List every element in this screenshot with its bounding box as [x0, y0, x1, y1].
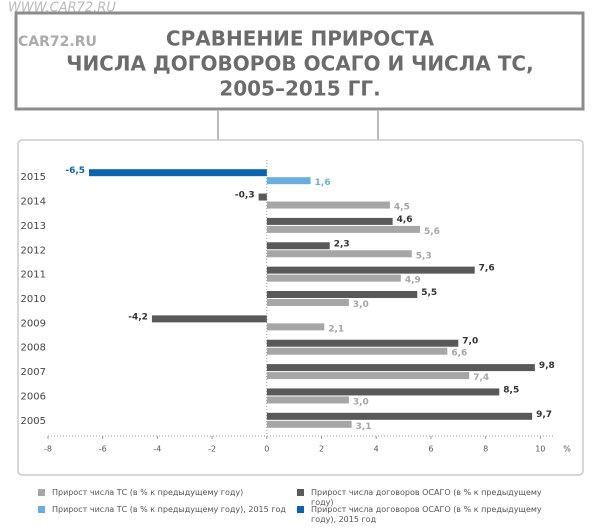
legend-swatch	[38, 506, 45, 513]
bar	[266, 250, 412, 258]
bar	[266, 412, 533, 420]
legend-swatch	[297, 506, 304, 513]
legend-swatch	[38, 489, 45, 496]
value-label: 7,0	[462, 337, 478, 347]
x-tick-label: -6	[99, 445, 107, 454]
x-tick-label: 0	[264, 445, 269, 454]
watermark: WWW.CAR72.RU	[8, 1, 116, 16]
value-label: 4,9	[405, 276, 421, 286]
bar	[266, 323, 325, 331]
x-tick-label: 6	[428, 445, 433, 454]
chart-title: 2005–2015 ГГ.	[219, 77, 380, 101]
x-tick-label: 2	[319, 445, 324, 454]
legend-swatch	[297, 489, 304, 496]
legend-label: Прирост числа договоров ОСАГО (в % к пре…	[311, 488, 542, 507]
x-tick-label: 10	[535, 445, 545, 454]
bar	[266, 274, 401, 282]
bar	[266, 396, 349, 404]
value-label: 3,0	[353, 397, 369, 407]
bar	[266, 299, 349, 306]
value-label: -0,3	[235, 191, 255, 201]
y-tick-label: 2009	[21, 318, 46, 329]
value-label: 3,0	[353, 300, 369, 310]
x-tick-label: 4	[374, 445, 379, 454]
y-tick-label: 2011	[21, 270, 46, 281]
bar	[266, 201, 390, 209]
x-axis-label: %	[563, 445, 571, 454]
bar	[266, 372, 470, 380]
y-tick-label: 2005	[21, 416, 46, 427]
value-label: 2,3	[334, 239, 350, 249]
x-tick-label: 8	[483, 445, 488, 454]
value-label: 9,8	[539, 361, 555, 371]
bar	[266, 217, 393, 225]
value-label: 3,1	[356, 422, 372, 432]
value-label: 9,7	[536, 410, 552, 420]
y-tick-label: 2014	[21, 197, 46, 208]
value-label: 7,4	[473, 373, 489, 383]
x-tick-label: -4	[153, 445, 161, 454]
value-label: 7,6	[479, 264, 495, 274]
title-box	[14, 11, 585, 111]
bar	[258, 193, 267, 201]
value-label: 8,5	[503, 385, 519, 395]
bar	[266, 291, 418, 298]
watermark: CAR72.RU	[18, 34, 97, 50]
value-label: 1,6	[315, 178, 331, 188]
value-label: 4,5	[394, 203, 410, 213]
bar	[266, 177, 311, 185]
bar	[266, 388, 500, 396]
value-label: 6,6	[451, 349, 467, 359]
y-tick-label: 2007	[21, 367, 46, 378]
bar	[266, 225, 420, 233]
legend-label: Прирост числа ТС (в % к предыдущему году…	[52, 505, 286, 514]
value-label: 2,1	[328, 324, 344, 334]
y-tick-label: 2012	[21, 245, 46, 256]
chart-title: ЧИСЛА ДОГОВОРОВ ОСАГО И ЧИСЛА ТС,	[66, 52, 533, 76]
x-tick-label: -8	[44, 445, 52, 454]
value-label: 5,3	[416, 251, 432, 261]
bar	[266, 347, 448, 355]
y-tick-label: 2013	[21, 221, 46, 232]
legend-label: Прирост числа договоров ОСАГО (в % к пре…	[311, 505, 542, 524]
legend-label: Прирост числа ТС (в % к предыдущему году…	[52, 488, 244, 497]
bar	[266, 266, 475, 274]
value-label: 4,6	[397, 215, 413, 225]
chart-title: СРАВНЕНИЕ ПРИРОСТА	[166, 27, 435, 51]
bar	[151, 315, 267, 323]
y-tick-label: 2006	[21, 391, 46, 402]
bar	[266, 242, 330, 250]
value-label: 5,5	[421, 288, 437, 298]
y-tick-label: 2008	[21, 343, 46, 354]
bar	[266, 339, 459, 347]
y-tick-label: 2015	[21, 172, 46, 183]
x-tick-label: -2	[208, 445, 216, 454]
bar	[266, 364, 535, 372]
value-label: 5,6	[424, 227, 440, 237]
value-label: -4,2	[128, 312, 148, 322]
value-label: -6,5	[65, 166, 85, 176]
bar	[89, 169, 267, 177]
y-tick-label: 2010	[21, 294, 46, 305]
bar	[266, 420, 352, 428]
